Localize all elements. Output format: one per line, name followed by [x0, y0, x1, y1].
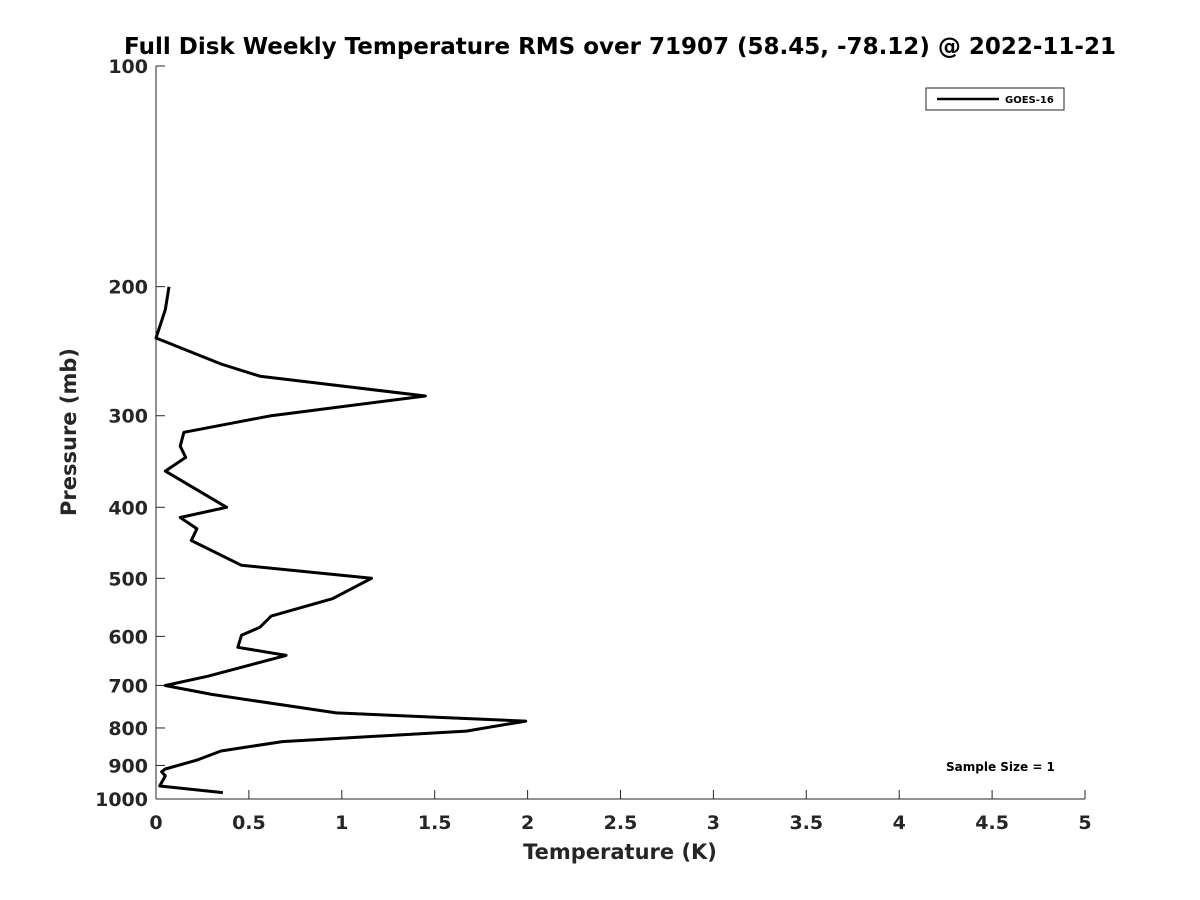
- x-tick-label: 0: [149, 812, 162, 834]
- legend: GOES-16: [925, 87, 1065, 111]
- x-tick-label: 1: [335, 812, 348, 834]
- x-tick-label: 4: [893, 812, 906, 834]
- x-axis-ticks: 0 0.5 1 1.5 2 2.5 3 3.5 4 4.5 5: [149, 790, 1092, 834]
- y-tick-label: 200: [108, 277, 148, 299]
- y-tick-label: 400: [108, 497, 148, 519]
- series-line-goes-16: [154, 286, 528, 795]
- x-tick-label: 3: [707, 812, 720, 834]
- x-tick-label: 2: [521, 812, 534, 834]
- y-tick-label: 800: [108, 718, 148, 740]
- series-layer: [154, 286, 528, 795]
- y-tick-label: 900: [108, 755, 148, 777]
- x-tick-label: 4.5: [975, 812, 1009, 834]
- legend-label-goes-16: GOES-16: [1005, 95, 1054, 106]
- y-axis-label: Pressure (mb): [57, 348, 81, 516]
- y-tick-label: 300: [108, 406, 148, 428]
- x-tick-label: 3.5: [789, 812, 823, 834]
- x-tick-label: 2.5: [604, 812, 638, 834]
- y-tick-label: 1000: [95, 789, 148, 811]
- x-tick-label: 1.5: [418, 812, 452, 834]
- y-tick-label: 600: [108, 626, 148, 648]
- y-tick-label: 700: [108, 675, 148, 697]
- y-axis-ticks: 100 200 300 400 500 600 700 800 900 1000: [95, 56, 165, 811]
- chart-title: Full Disk Weekly Temperature RMS over 71…: [124, 34, 1116, 60]
- sample-size-annotation: Sample Size = 1: [946, 760, 1055, 774]
- y-tick-label: 100: [108, 56, 148, 78]
- x-tick-label: 5: [1078, 812, 1091, 834]
- x-tick-label: 0.5: [232, 812, 266, 834]
- y-tick-label: 500: [108, 568, 148, 590]
- x-axis-label: Temperature (K): [523, 840, 717, 864]
